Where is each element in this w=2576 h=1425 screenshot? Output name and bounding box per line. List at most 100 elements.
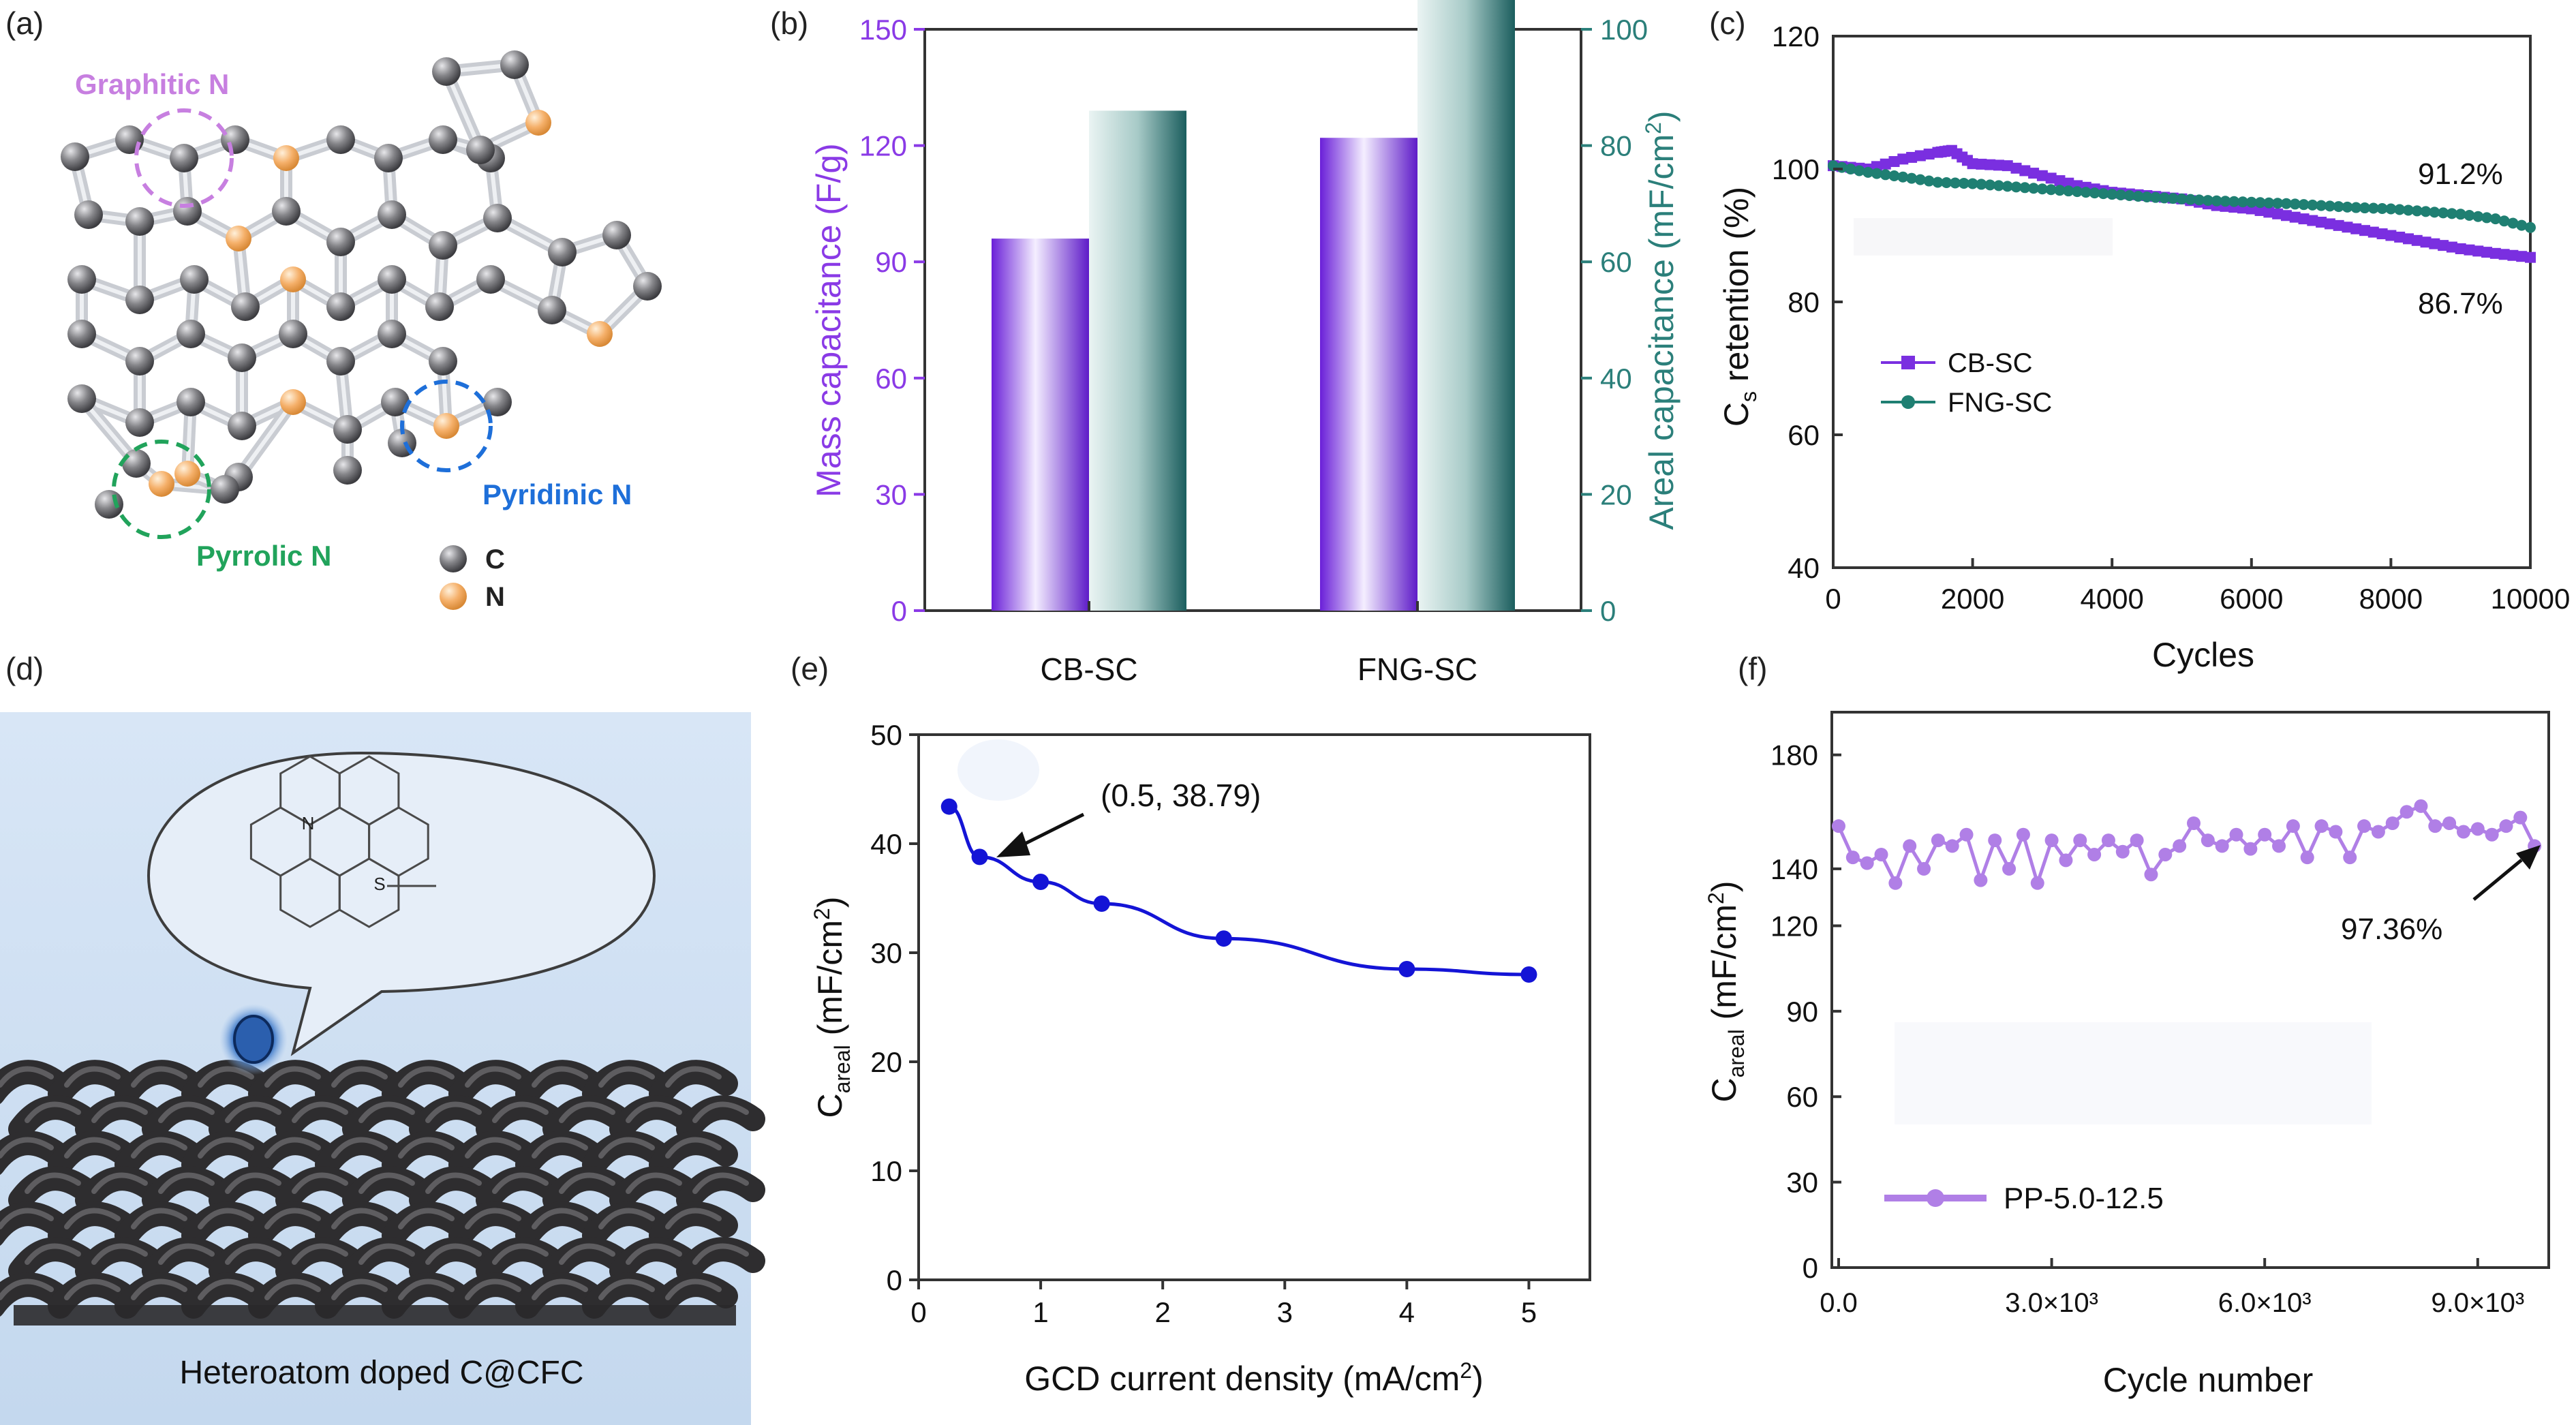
- fiber-highlight: [692, 1243, 749, 1265]
- fiber-highlight: [465, 1066, 521, 1088]
- fiber-highlight: [131, 1137, 187, 1159]
- carbon-atom: [378, 320, 406, 348]
- data-point: [2243, 842, 2258, 856]
- data-point: [2144, 868, 2158, 882]
- carbon-atom: [381, 388, 410, 416]
- data-point-fng-sc: [1906, 172, 1918, 184]
- data-point-cb-sc: [2298, 213, 2310, 225]
- bar-areal-fng-sc: [1417, 0, 1515, 611]
- data-point-fng-sc: [2333, 201, 2344, 213]
- x-axis-label: GCD current density (mA/cm2): [1024, 1358, 1483, 1398]
- y-axis-label-right: Areal capacitance (mF/cm2): [1641, 110, 1681, 530]
- data-point-fng-sc: [2289, 198, 2301, 210]
- y-tick-label-left: 90: [875, 246, 907, 278]
- data-point: [1988, 833, 2002, 848]
- data-point-cb-sc: [2350, 223, 2362, 234]
- carbon-atom: [432, 57, 461, 86]
- pyrrolic-n-highlight: [112, 440, 211, 539]
- carbon-atom: [228, 343, 256, 372]
- data-point-cb-sc: [2481, 247, 2493, 258]
- data-point: [1845, 851, 1860, 865]
- data-point: [1959, 827, 1974, 842]
- data-point-fng-sc: [2002, 181, 2013, 192]
- x-tick-label: 6.0×10³: [2218, 1288, 2312, 1318]
- data-point-cb-sc: [2307, 215, 2318, 226]
- data-point-fng-sc: [1888, 170, 1900, 181]
- data-point-cb-sc: [2429, 238, 2440, 249]
- data-point-fng-sc: [2525, 221, 2536, 233]
- x-tick-label: 9.0×10³: [2431, 1288, 2524, 1318]
- fiber-highlight: [264, 1208, 321, 1229]
- data-point-fng-sc: [2455, 209, 2466, 220]
- carbon-atom: [61, 142, 89, 171]
- x-label-close: ): [1472, 1360, 1484, 1398]
- data-point-cb-sc: [2516, 251, 2528, 262]
- fiber-highlight: [198, 1137, 254, 1159]
- data-point: [2215, 839, 2229, 853]
- fiber-highlight: [465, 1208, 521, 1229]
- y-label-main: C: [1717, 402, 1755, 427]
- data-point-cb-sc: [2385, 230, 2397, 241]
- data-point-cb-sc: [2376, 228, 2388, 240]
- fiber-highlight: [559, 1101, 615, 1123]
- carbon-atom: [180, 265, 209, 294]
- data-point-cb-sc: [2333, 219, 2344, 231]
- fiber-highlight: [532, 1278, 588, 1300]
- carbon-atom: [548, 238, 577, 266]
- data-point-fng-sc: [2228, 196, 2240, 207]
- y-tick-label: 40: [870, 828, 902, 860]
- y-label-sup: 2: [810, 908, 834, 920]
- data-point: [2187, 816, 2201, 830]
- data-point-fng-sc: [1932, 177, 1944, 188]
- data-point: [2385, 816, 2399, 830]
- data-point-fng-sc: [2089, 187, 2100, 199]
- fiber-highlight: [398, 1278, 455, 1300]
- y-axis-label-left: Mass capacitance (F/g): [810, 143, 848, 497]
- data-point: [2130, 833, 2144, 848]
- fiber-highlight: [0, 1208, 54, 1229]
- y-label-main: C: [811, 1093, 849, 1118]
- fiber-highlight: [626, 1243, 682, 1265]
- x-tick-label: 3: [1277, 1296, 1293, 1328]
- data-point: [1874, 847, 1888, 861]
- panel-label-f: (f): [1738, 651, 1767, 686]
- data-point-fng-sc: [2106, 189, 2118, 200]
- carbon-atom: [466, 136, 495, 164]
- data-point: [2286, 819, 2300, 833]
- annotation-cb-sc: 86.7%: [2418, 287, 2503, 320]
- fiber-highlight: [131, 1278, 187, 1300]
- data-point-fng-sc: [2263, 197, 2275, 209]
- x-tick-label: 1: [1032, 1296, 1048, 1328]
- nitrogen-atom: [587, 321, 613, 347]
- data-point-cb-sc: [2472, 245, 2484, 257]
- data-point: [1832, 819, 1845, 833]
- molecule-n-atom: N: [302, 813, 315, 833]
- fiber-highlight: [598, 1278, 655, 1300]
- y-tick-label: 30: [870, 937, 902, 969]
- legend-cb-sc: CB-SC: [1948, 348, 2032, 378]
- carbon-atom: [374, 144, 403, 172]
- panel-b-capacitance-bar-chart: CB-SC FNG-SC 0 30 60 90 120 150 0 20 40 60 80 100 Mas…: [810, 0, 1681, 687]
- data-point-cb-sc: [1914, 150, 1926, 162]
- data-point-cb-sc: [1897, 153, 1909, 165]
- data-point: [2414, 799, 2428, 813]
- x-tick-label: 4000: [2080, 583, 2143, 615]
- carbon-atom: [279, 320, 307, 348]
- graphitic-n-label: Graphitic N: [75, 68, 229, 100]
- data-point-fng-sc: [2019, 182, 2031, 194]
- fiber-highlight: [64, 1066, 121, 1088]
- plot-glare: [957, 739, 1039, 801]
- carbon-atom: [115, 125, 144, 154]
- fiber-highlight: [0, 1066, 54, 1088]
- molecule-s-atom: S: [373, 874, 385, 894]
- panel-c-retention-chart: 0 2000 4000 6000 8000 10000 40 60 80 100 120 Cycle…: [1717, 20, 2570, 674]
- carbon-atom: [500, 50, 529, 79]
- data-point-cb-sc: [2063, 177, 2074, 189]
- y-label-rest: retention (%): [1717, 187, 1755, 391]
- data-point-fng-sc: [2367, 202, 2379, 214]
- data-point-cb-sc: [2289, 211, 2301, 223]
- data-point-fng-sc: [2072, 186, 2083, 198]
- data-point: [1945, 839, 1959, 853]
- fiber-highlight: [25, 1101, 81, 1123]
